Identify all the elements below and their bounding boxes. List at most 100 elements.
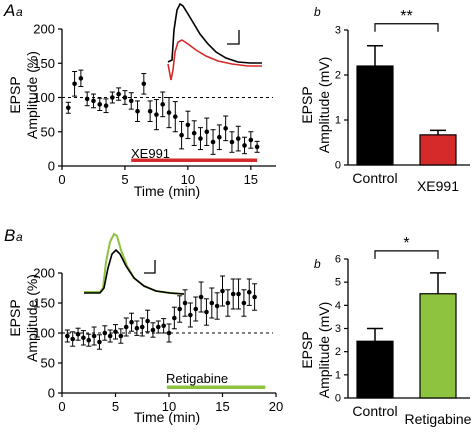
panel-Ba-time-course: EPSP Amplitude (%) Time (min) Retigabine… — [7, 232, 283, 425]
data-point — [230, 291, 236, 297]
data-point — [214, 303, 220, 309]
panel-Ab-bar-chart: EPSP Amplitude (mV) 0 1 2 3 Control XE991 ** — [299, 8, 470, 194]
data-point — [102, 330, 108, 336]
data-point — [134, 325, 140, 331]
data-point — [210, 139, 216, 145]
y-tick-label: 0 — [48, 159, 55, 174]
data-point — [128, 98, 134, 104]
bar-xe991 — [419, 134, 457, 166]
data-point — [84, 96, 90, 102]
data-point — [241, 300, 247, 306]
x-tick-label: 20 — [269, 399, 283, 414]
data-point — [248, 137, 254, 143]
y-tick-label: 4 — [335, 300, 341, 312]
data-point — [147, 108, 153, 114]
data-point — [254, 144, 260, 150]
data-point — [252, 294, 257, 300]
data-point — [135, 108, 140, 114]
panel-Aa-time-course: EPSP Amplitude (%) Time (min) XE991 0501… — [7, 2, 276, 199]
data-point — [118, 333, 124, 339]
data-point — [145, 318, 150, 324]
data-point — [204, 309, 209, 315]
data-point — [217, 134, 222, 140]
data-point — [177, 306, 182, 312]
significance-marker: ** — [400, 8, 412, 25]
data-point — [129, 319, 134, 325]
data-point — [72, 81, 77, 87]
data-point — [91, 333, 97, 339]
panel-sublabel-Bb: b — [314, 257, 321, 271]
data-point — [179, 132, 184, 138]
panel-sublabel-Ab: b — [314, 5, 321, 19]
data-point — [107, 333, 113, 339]
ylabel-Ba-line2: Amplitude (%) — [24, 274, 40, 362]
drug-application-bar-Ba — [166, 385, 266, 389]
ylabel-Bb-line1: EPSP — [299, 331, 315, 368]
trace-control-Ba — [84, 248, 185, 295]
x-tick-label: 5 — [112, 399, 119, 414]
data-point — [65, 333, 70, 339]
panel-label-A: A — [3, 1, 15, 20]
data-point — [160, 102, 166, 107]
panel-Bb-bar-chart: EPSP Amplitude (mV) 0 1 2 3 4 5 6 Control Retiga… — [299, 235, 472, 427]
data-point — [172, 114, 178, 119]
significance-bracket — [374, 250, 439, 259]
data-point — [182, 300, 188, 306]
category-label: Control — [352, 403, 397, 419]
y-tick-label: 2 — [335, 70, 341, 82]
significance-marker: * — [403, 235, 409, 252]
data-point — [154, 112, 159, 117]
data-point — [156, 324, 161, 330]
data-point — [191, 130, 197, 136]
ylabel-Ba-line1: EPSP — [7, 299, 23, 336]
data-point — [185, 122, 191, 128]
trace-xe991-Aa — [167, 39, 262, 81]
ylabel-Ab-line1: EPSP — [299, 86, 315, 123]
y-tick-label: 200 — [33, 266, 55, 281]
x-tick-label: 15 — [244, 172, 258, 187]
ylabel-Bb-line2: Amplitude (mV) — [316, 302, 332, 398]
xlabel-Ba: Time (min) — [134, 409, 200, 425]
x-tick-label: 10 — [181, 172, 195, 187]
x-tick-label: 0 — [58, 172, 65, 187]
bar-control — [356, 340, 394, 399]
data-point — [161, 323, 166, 329]
data-point — [141, 81, 147, 87]
significance-bracket — [374, 23, 439, 32]
y-tick-label: 150 — [33, 296, 55, 311]
y-tick-label: 50 — [41, 356, 55, 371]
data-point — [91, 98, 96, 104]
data-point — [198, 294, 204, 300]
data-point — [229, 139, 235, 145]
data-point — [225, 300, 231, 306]
data-point — [116, 91, 121, 97]
xlabel-Aa: Time (min) — [134, 183, 200, 199]
data-point — [97, 339, 102, 345]
data-point — [235, 136, 241, 141]
x-tick-label: 5 — [121, 172, 128, 187]
y-tick-label: 200 — [33, 22, 55, 37]
y-tick-label: 0 — [48, 386, 55, 401]
y-tick-label: 1 — [335, 115, 341, 127]
data-point — [236, 291, 241, 297]
ylabel-Ab-line2: Amplitude (mV) — [316, 57, 332, 153]
data-point — [166, 110, 172, 115]
y-tick-label: 1 — [335, 369, 341, 381]
category-label: Control — [352, 170, 397, 186]
y-tick-label: 150 — [33, 56, 55, 71]
y-tick-label: 50 — [41, 124, 55, 139]
drug-application-bar-Aa — [131, 158, 258, 162]
data-point — [193, 306, 199, 312]
category-label: XE991 — [417, 178, 459, 194]
x-tick-label: 10 — [162, 399, 176, 414]
data-point — [209, 300, 215, 306]
data-point — [198, 136, 203, 141]
data-point — [122, 95, 128, 100]
y-tick-label: 2 — [335, 346, 341, 358]
data-point — [103, 103, 109, 109]
trace-control-Aa — [167, 2, 262, 64]
data-point — [188, 312, 193, 318]
data-point — [97, 102, 103, 107]
ylabel-Aa-line1: EPSP — [7, 76, 23, 113]
